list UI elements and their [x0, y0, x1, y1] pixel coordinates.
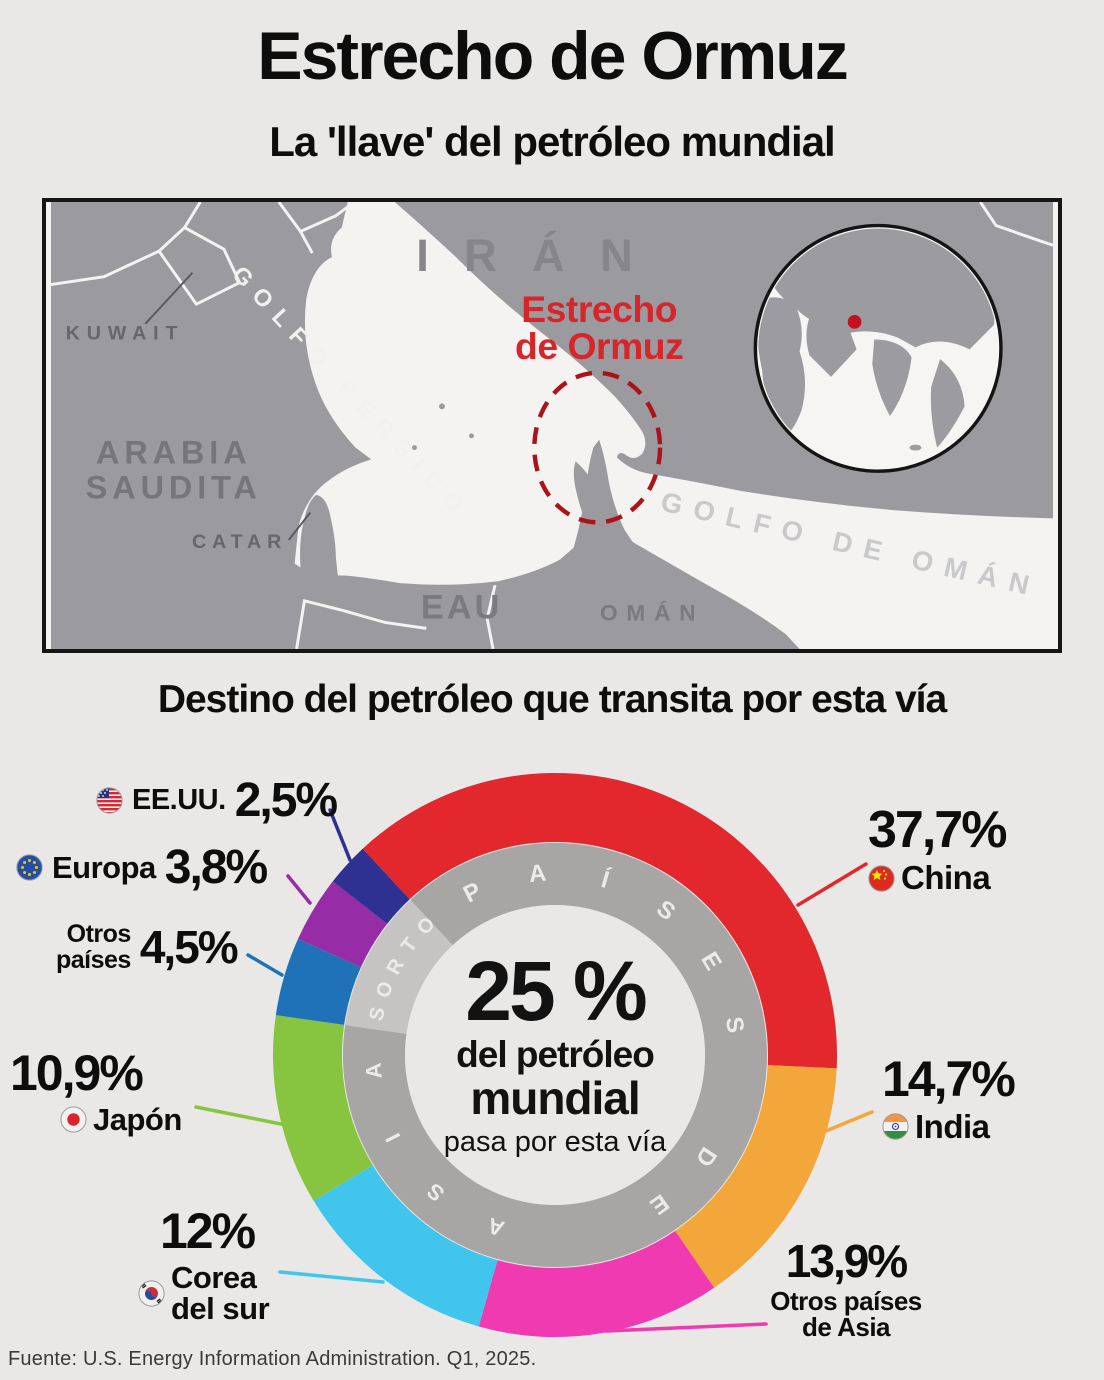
legend-eeuu-label: EE.UU.	[132, 784, 226, 816]
legend-india-label: India	[915, 1107, 990, 1145]
legend-japon-value: 10,9%	[10, 1045, 144, 1101]
legend-india-value: 14,7%	[882, 1051, 1016, 1107]
donut-segment-eeuu	[332, 848, 410, 924]
center-share-value: 25 %	[465, 944, 647, 1038]
leader-line-china	[796, 862, 868, 907]
map-label-catar: CATAR	[192, 531, 287, 553]
legend-otros-value: 4,5%	[139, 920, 239, 973]
legend-europa-value: 3,8%	[164, 841, 268, 894]
strait-callout-line2: de Ormuz	[515, 325, 683, 367]
map-land-arabia	[50, 202, 800, 649]
legend-china: 37,7% China	[868, 801, 1007, 897]
ring-otros-arc	[345, 899, 454, 1035]
donut-segment-corea	[313, 1165, 498, 1327]
china-flag-icon	[868, 865, 895, 892]
donut-segment-otros-asia	[478, 1230, 715, 1337]
map-label-kuwait: KUWAIT	[66, 323, 185, 345]
map-label-iran: IRÁN	[416, 230, 668, 281]
map-borders	[50, 202, 1054, 649]
strait-callout-line1: Estrecho	[521, 288, 677, 330]
donut-segment-india	[675, 1065, 837, 1288]
map-label-oman: OMÁN	[600, 601, 704, 626]
legend-china-label: China	[901, 859, 991, 897]
donut-segment-otros	[275, 938, 361, 1025]
leader-line-corea	[278, 1270, 385, 1284]
map-label-eau: EAU	[421, 589, 502, 627]
map-pointer-lines	[144, 272, 312, 541]
legend-japon: 10,9% Japón	[10, 1045, 182, 1137]
donut-center-text: 25 % del petróleo mundial pasa por esta …	[405, 944, 705, 1159]
section-title: Destino del petróleo que transita por es…	[157, 678, 947, 721]
donut-center-disc	[405, 905, 705, 1205]
center-line-2: del petróleo	[456, 1033, 655, 1075]
legend-corea-label: del sur	[171, 1291, 270, 1327]
leader-line-otros-asia	[604, 1322, 768, 1333]
legend-corea: 12% Corea del sur	[138, 1203, 270, 1327]
strait-dashed-circle	[532, 370, 663, 525]
map-panel: IRÁN KUWAIT ARABIA SAUDITA CATAR EAU OMÁN GOLFO…	[42, 198, 1062, 653]
globe-hormuz-dot	[847, 314, 862, 329]
ring-letter: O	[372, 979, 398, 1001]
legend-japon-label: Japón	[93, 1101, 182, 1137]
leader-line-europa	[286, 874, 312, 905]
legend-otros-asia-label: de Asia	[801, 1312, 891, 1343]
center-line-4: pasa por esta vía	[443, 1125, 667, 1158]
globe-inset	[753, 223, 1003, 473]
map-label-arabia-2: SAUDITA	[86, 470, 262, 506]
legend-india: 14,7% India	[882, 1051, 1016, 1145]
legend-corea-label: Corea	[171, 1259, 257, 1295]
japan-flag-icon	[60, 1106, 87, 1133]
ring-letter: A	[361, 1062, 387, 1080]
center-line-3: mundial	[470, 1071, 640, 1124]
legend-otros-asia: 13,9% Otros países de Asia	[754, 1235, 938, 1343]
map-island-bahrain	[305, 463, 315, 480]
legend-eeuu: EE.UU. 2,5%	[96, 774, 338, 827]
page-subtitle: La 'llave' del petróleo mundial	[269, 118, 835, 165]
ring-letter: A	[484, 1213, 507, 1242]
legend-europa-label: Europa	[52, 849, 156, 885]
map-islet	[597, 544, 605, 552]
legend-otros-asia-label: Otros países	[770, 1285, 922, 1316]
legend-otros: Otros países 4,5%	[56, 920, 239, 974]
donut-segment-japon	[272, 1015, 373, 1201]
ring-letter: A	[528, 860, 548, 889]
leader-line-otros	[246, 953, 284, 977]
ring-letter: S	[720, 1015, 749, 1035]
legend-otros-label: Otros	[66, 920, 132, 948]
ring-letter: S	[365, 1005, 389, 1023]
eu-flag-icon	[16, 854, 43, 881]
india-flag-icon	[882, 1113, 909, 1140]
page-title: Estrecho de Ormuz	[257, 18, 849, 94]
leader-line-eeuu	[328, 808, 352, 862]
map-islet	[412, 445, 417, 451]
legend-eeuu-value: 2,5%	[234, 774, 338, 827]
donut-segment-europa	[298, 881, 388, 968]
leader-line-japon	[194, 1105, 283, 1126]
legend-europa: Europa 3,8%	[16, 841, 268, 894]
us-flag-icon	[96, 787, 123, 814]
map-island-qeshm	[573, 461, 604, 538]
leader-line-india	[802, 1110, 874, 1142]
donut-segment-china	[362, 772, 837, 1069]
map-label-arabia-1: ARABIA	[96, 434, 252, 470]
ring-asia-arc	[343, 843, 767, 1267]
source-note: Fuente: U.S. Energy Information Administ…	[8, 1348, 537, 1370]
korea-flag-icon	[138, 1280, 165, 1307]
legend-corea-value: 12%	[160, 1203, 256, 1259]
map-islet	[468, 433, 474, 439]
legend-otros-asia-value: 13,9%	[785, 1235, 908, 1287]
map-islet	[439, 403, 445, 410]
legend-otros-label: países	[56, 945, 131, 974]
legend-china-value: 37,7%	[868, 801, 1007, 859]
